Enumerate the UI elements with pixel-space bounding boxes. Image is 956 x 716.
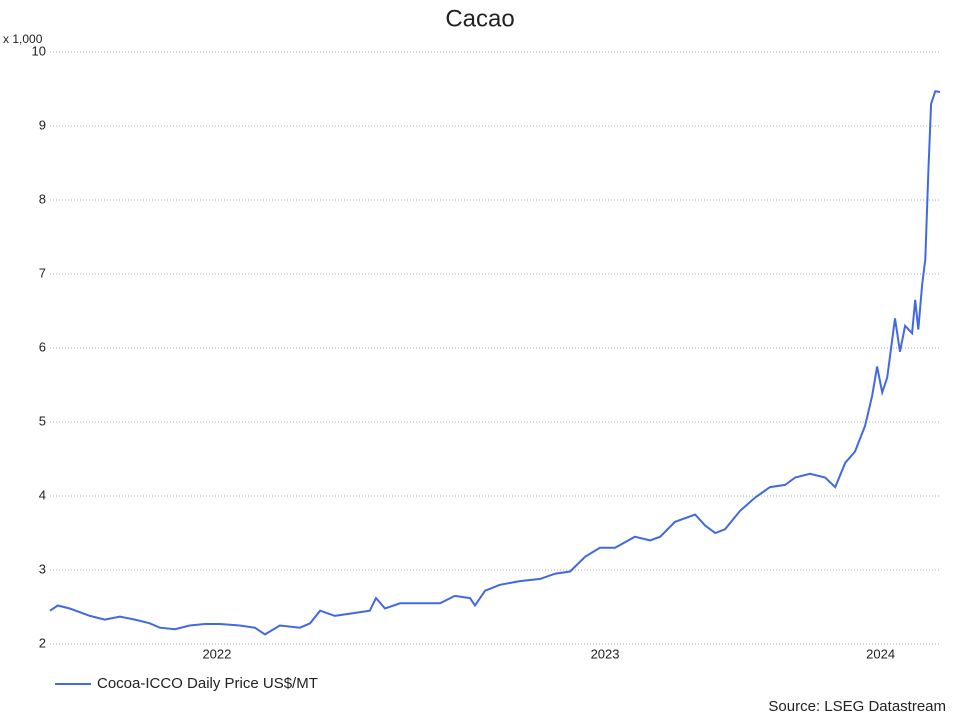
y-axis-unit: x 1,000 xyxy=(3,32,43,46)
source: Source: LSEG Datastream xyxy=(768,698,946,715)
x-tick-label: 2023 xyxy=(591,646,620,661)
chart-title: Cacao xyxy=(445,5,514,32)
legend-label: Cocoa-ICCO Daily Price US$/MT xyxy=(97,675,318,692)
y-tick-label: 2 xyxy=(39,635,46,650)
x-tick-label: 2022 xyxy=(202,646,231,661)
y-tick-label: 7 xyxy=(39,265,46,280)
x-tick-label: 2024 xyxy=(866,646,895,661)
line-series xyxy=(49,90,941,636)
y-tick-label: 4 xyxy=(39,487,46,502)
y-tick-label: 3 xyxy=(39,561,46,576)
y-tick-label: 9 xyxy=(39,117,46,132)
y-tick-label: 6 xyxy=(39,339,46,354)
y-tick-label: 8 xyxy=(39,191,46,206)
y-tick-label: 10 xyxy=(32,43,46,58)
y-tick-label: 5 xyxy=(39,413,46,428)
